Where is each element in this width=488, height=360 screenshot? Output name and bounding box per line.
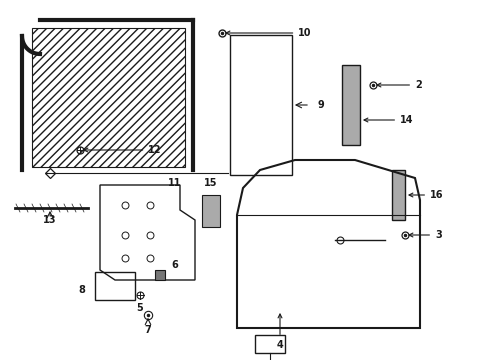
Text: 12: 12 [84,145,162,155]
Text: 2: 2 [376,80,421,90]
Polygon shape [32,28,184,167]
Text: 11: 11 [168,178,182,188]
Text: 15: 15 [204,178,217,188]
Text: 16: 16 [408,190,443,200]
FancyBboxPatch shape [202,195,220,227]
Text: 8: 8 [79,285,85,295]
Text: 10: 10 [225,28,311,38]
Text: 14: 14 [363,115,413,125]
Text: 9: 9 [316,100,323,110]
Polygon shape [341,65,359,145]
Text: 5: 5 [136,303,143,313]
Text: 13: 13 [43,215,57,225]
Text: 3: 3 [408,230,441,240]
Polygon shape [391,170,404,220]
Text: 7: 7 [144,325,151,335]
Text: 6: 6 [171,260,178,270]
Text: 4: 4 [276,314,283,350]
